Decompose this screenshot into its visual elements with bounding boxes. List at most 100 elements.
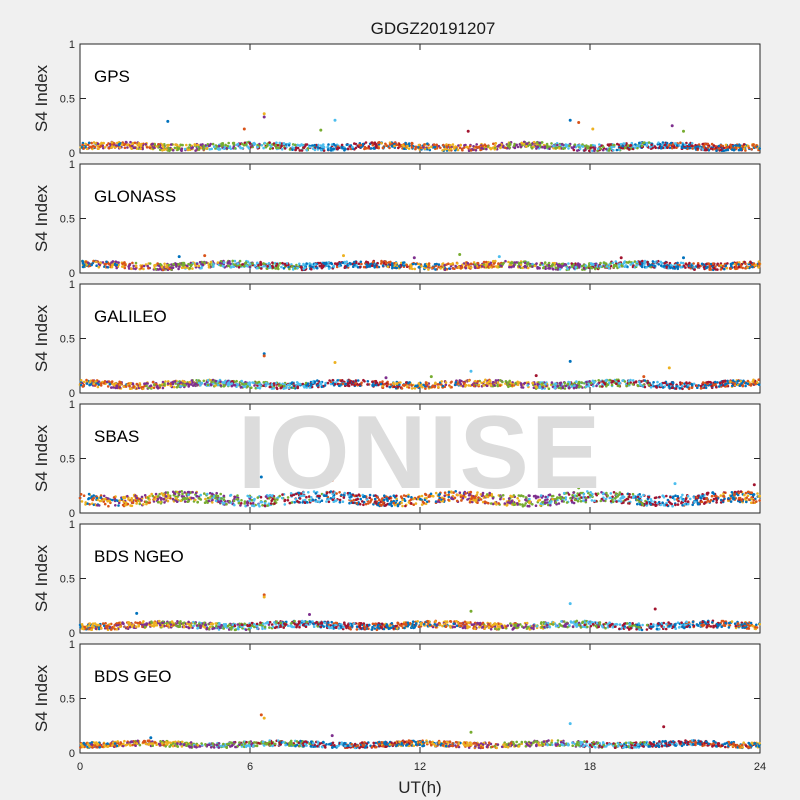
data-point [580,264,584,268]
data-point [513,142,516,146]
data-point [552,144,555,148]
data-point [739,148,743,152]
data-point [139,144,143,148]
spike-point [667,366,671,370]
data-point [283,262,287,266]
data-point [715,385,718,389]
data-point [719,494,723,497]
data-point [129,504,132,507]
data-point [581,143,584,146]
data-point [746,379,750,383]
data-point [513,146,517,150]
data-point [515,143,518,147]
data-point [291,148,294,151]
spike-point [333,361,337,364]
data-point [694,145,697,149]
data-point [676,261,679,265]
data-point [144,143,148,146]
data-point [417,266,421,269]
data-point [522,140,526,144]
data-point [98,499,102,503]
data-point [287,386,291,390]
data-point [326,148,330,152]
data-point [210,380,213,384]
data-point [688,497,692,501]
data-point [410,387,414,390]
data-point [357,262,361,266]
data-point [730,491,734,494]
data-point [390,262,394,265]
data-point [209,260,213,264]
data-point [597,379,600,382]
data-point [633,146,637,149]
data-point [227,141,230,145]
data-point [359,260,363,264]
data-point [564,384,568,388]
data-point [341,261,345,265]
data-point [326,381,330,385]
data-point [651,260,655,263]
data-point [738,144,742,147]
data-point [226,382,230,385]
data-point [126,146,129,149]
data-point [82,147,85,150]
data-point [671,386,675,390]
data-point [441,149,444,152]
data-point [563,381,567,385]
data-point [547,387,551,391]
data-point [381,380,384,383]
data-point [196,143,200,147]
data-point [516,383,520,387]
data-point [96,385,100,389]
data-point [197,148,201,151]
data-point [172,385,176,389]
data-point [673,142,677,145]
data-point [540,261,544,265]
data-point [118,386,122,389]
data-point [103,146,107,149]
data-point [333,262,337,265]
data-point [96,142,100,145]
data-point [257,263,260,267]
data-point [701,381,705,384]
data-point [605,265,609,268]
data-point [277,146,281,150]
data-point [742,147,746,151]
data-point [206,383,210,387]
data-point [464,143,467,147]
data-point [296,385,300,389]
data-point [195,262,199,266]
data-point [688,143,691,146]
data-point [715,149,718,152]
data-point [584,264,587,268]
data-point [244,382,248,386]
data-point [320,148,323,152]
data-point [625,142,628,145]
data-point [683,385,686,388]
data-point [151,142,154,146]
data-point [110,380,114,383]
data-point [414,145,418,149]
data-point [407,147,411,150]
data-point [341,147,344,150]
data-point [454,264,457,268]
data-point [449,144,452,147]
data-point [232,141,236,145]
data-point [692,382,696,386]
data-point [322,145,326,149]
data-point [560,143,564,146]
data-point [294,146,298,150]
data-point [414,262,418,266]
data-point [385,382,388,385]
data-point [699,387,703,390]
data-point [516,380,519,384]
data-point [530,147,534,150]
data-point [131,144,134,148]
data-point [688,146,692,150]
data-point [717,264,721,267]
data-point [179,143,183,147]
data-point [332,264,336,268]
data-point [294,143,297,147]
data-point [706,142,710,146]
data-point [233,503,236,507]
